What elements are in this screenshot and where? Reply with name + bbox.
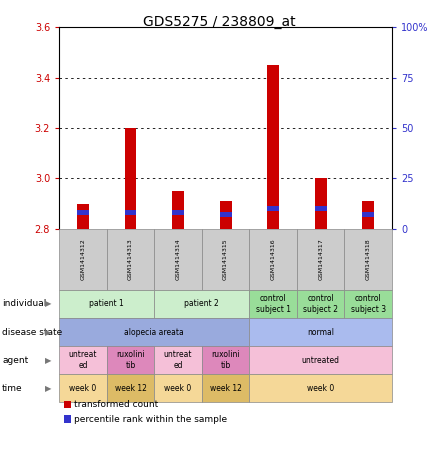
Bar — [362, 212, 374, 217]
Bar — [267, 206, 279, 211]
Text: GSM1414316: GSM1414316 — [271, 239, 276, 280]
Bar — [267, 65, 279, 229]
Bar — [219, 212, 232, 217]
Bar — [362, 201, 374, 229]
Text: GSM1414313: GSM1414313 — [128, 238, 133, 280]
Text: GSM1414315: GSM1414315 — [223, 239, 228, 280]
Bar — [124, 128, 136, 229]
Text: percentile rank within the sample: percentile rank within the sample — [74, 414, 228, 424]
Text: untreat
ed: untreat ed — [69, 351, 97, 370]
Text: agent: agent — [2, 356, 28, 365]
Text: untreated: untreated — [302, 356, 340, 365]
Text: ▶: ▶ — [45, 384, 51, 393]
Text: disease state: disease state — [2, 328, 63, 337]
Text: week 12: week 12 — [210, 384, 241, 393]
Text: week 12: week 12 — [114, 384, 146, 393]
Text: individual: individual — [2, 299, 46, 308]
Bar — [172, 210, 184, 215]
Bar — [77, 210, 89, 215]
Bar — [315, 178, 327, 229]
Text: week 0: week 0 — [307, 384, 334, 393]
Text: ruxolini
tib: ruxolini tib — [211, 351, 240, 370]
Bar — [219, 201, 232, 229]
Text: GSM1414317: GSM1414317 — [318, 238, 323, 280]
Text: control
subject 3: control subject 3 — [351, 294, 386, 313]
Text: control
subject 1: control subject 1 — [256, 294, 291, 313]
Text: untreat
ed: untreat ed — [164, 351, 192, 370]
Text: time: time — [2, 384, 23, 393]
Text: normal: normal — [307, 328, 334, 337]
Text: GDS5275 / 238809_at: GDS5275 / 238809_at — [143, 15, 295, 29]
Bar — [172, 191, 184, 229]
Bar — [315, 206, 327, 211]
Text: patient 2: patient 2 — [184, 299, 219, 308]
Text: GSM1414314: GSM1414314 — [176, 238, 180, 280]
Text: alopecia areata: alopecia areata — [124, 328, 184, 337]
Text: transformed count: transformed count — [74, 400, 159, 409]
Text: GSM1414312: GSM1414312 — [81, 238, 85, 280]
Bar — [124, 210, 136, 215]
Text: week 0: week 0 — [164, 384, 192, 393]
Text: ▶: ▶ — [45, 299, 51, 308]
Text: week 0: week 0 — [69, 384, 96, 393]
Text: ▶: ▶ — [45, 356, 51, 365]
Text: patient 1: patient 1 — [89, 299, 124, 308]
Bar — [77, 203, 89, 229]
Text: GSM1414318: GSM1414318 — [366, 239, 371, 280]
Text: control
subject 2: control subject 2 — [303, 294, 338, 313]
Text: ▶: ▶ — [45, 328, 51, 337]
Text: ruxolini
tib: ruxolini tib — [116, 351, 145, 370]
